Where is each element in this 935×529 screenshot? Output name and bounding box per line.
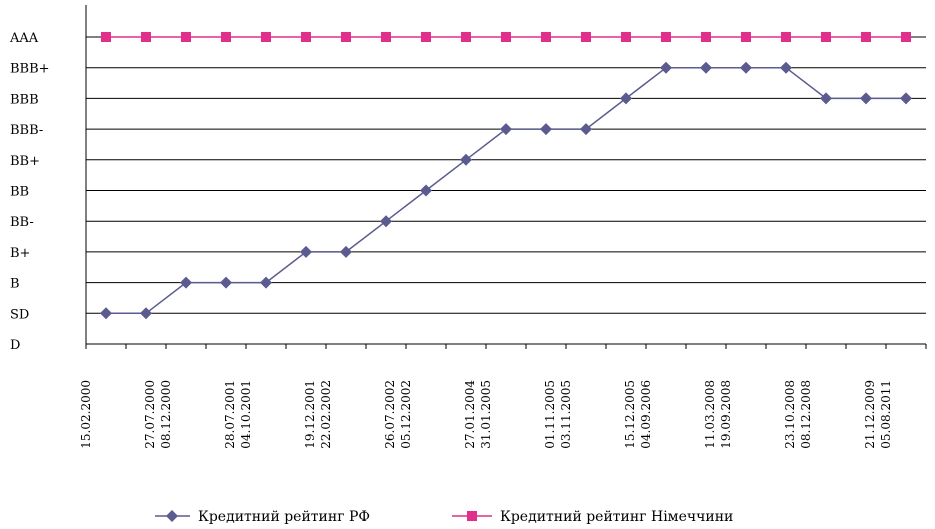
x-tick-label: 19.12.2001	[303, 380, 317, 449]
legend-label-germany: Кредитний рейтинг Німеччини	[500, 509, 733, 525]
data-point	[380, 215, 392, 228]
data-point	[301, 32, 311, 42]
data-point	[141, 32, 151, 42]
data-point	[820, 92, 832, 105]
series-germany	[101, 32, 911, 42]
y-tick-label: BB	[10, 185, 29, 200]
x-tick-label: 27.07.2000	[143, 380, 157, 449]
x-tick-label: 15.12.2005	[623, 380, 637, 449]
data-point	[621, 32, 631, 42]
data-point	[740, 61, 752, 74]
y-tick-label: BBB+	[10, 62, 50, 77]
x-tick-label: 15.02.2000	[79, 380, 93, 449]
data-point	[701, 32, 711, 42]
data-point	[781, 32, 791, 42]
x-tick-label: 23.10.2008	[783, 380, 797, 449]
y-tick-label: D	[10, 338, 20, 353]
x-tick-label: 27.01.2004	[463, 380, 477, 449]
y-tick-label: BB-	[10, 215, 34, 230]
data-point	[420, 184, 432, 197]
data-point	[221, 32, 231, 42]
y-tick-label: BB+	[10, 154, 40, 169]
data-point	[501, 32, 511, 42]
data-point	[101, 32, 111, 42]
x-tick-labels: 15.02.2000 27.07.2000 08.12.2000 28.07.2001…	[79, 380, 893, 449]
data-point	[700, 61, 712, 74]
data-point	[461, 32, 471, 42]
data-point	[581, 32, 591, 42]
x-tick-label: 03.11.2005	[559, 380, 573, 449]
series	[100, 32, 912, 320]
x-tick-label: 01.11.2005	[543, 380, 557, 449]
data-point	[300, 245, 312, 258]
data-point	[500, 123, 512, 136]
data-point	[460, 153, 472, 166]
x-tick-label: 26.07.2002	[383, 380, 397, 449]
data-point	[580, 123, 592, 136]
data-point	[421, 32, 431, 42]
data-point	[100, 307, 112, 320]
x-tick-label: 21.12.2009	[863, 380, 877, 449]
data-point	[180, 276, 192, 289]
data-point	[780, 61, 792, 74]
data-point	[381, 32, 391, 42]
y-tick-label: B	[10, 277, 20, 292]
data-point	[140, 307, 152, 320]
data-point	[220, 276, 232, 289]
y-tick-label: BBB	[10, 92, 39, 107]
x-tick-label: 31.01.2005	[479, 380, 493, 449]
data-point	[861, 32, 871, 42]
data-point	[181, 32, 191, 42]
data-point	[741, 32, 751, 42]
legend-marker-rf	[166, 510, 178, 522]
data-point	[900, 92, 912, 105]
x-tick-label: 05.08.2011	[879, 380, 893, 449]
x-tick-label: 08.12.2000	[159, 380, 173, 449]
data-point	[860, 92, 872, 105]
x-tick-label: 22.02.2002	[319, 380, 333, 449]
legend: Кредитний рейтинг РФ Кредитний рейтинг Ні…	[155, 509, 733, 525]
axes	[85, 5, 927, 349]
data-point	[341, 32, 351, 42]
data-point	[540, 123, 552, 136]
data-point	[261, 32, 271, 42]
x-tick-label: 08.12.2008	[799, 380, 813, 449]
data-point	[821, 32, 831, 42]
data-point	[340, 245, 352, 258]
data-point	[620, 92, 632, 105]
x-tick-label: 28.07.2001	[223, 380, 237, 449]
x-tick-label: 04.10.2001	[239, 380, 253, 449]
y-tick-label: B+	[10, 246, 30, 261]
data-point	[260, 276, 272, 289]
data-point	[541, 32, 551, 42]
y-tick-label: SD	[10, 307, 29, 322]
x-tick-label: 05.12.2002	[399, 380, 413, 449]
legend-marker-germany	[467, 511, 477, 521]
series-rf	[100, 61, 912, 320]
x-tick-label: 19.09.2008	[719, 380, 733, 449]
x-tick-label: 04.09.2006	[639, 380, 653, 449]
data-point	[901, 32, 911, 42]
x-tick-label: 11.03.2008	[703, 380, 717, 449]
y-tick-label: BBB-	[10, 123, 43, 138]
data-point	[660, 61, 672, 74]
legend-label-rf: Кредитний рейтинг РФ	[198, 509, 370, 525]
data-point	[661, 32, 671, 42]
y-tick-label: AAA	[9, 31, 39, 46]
